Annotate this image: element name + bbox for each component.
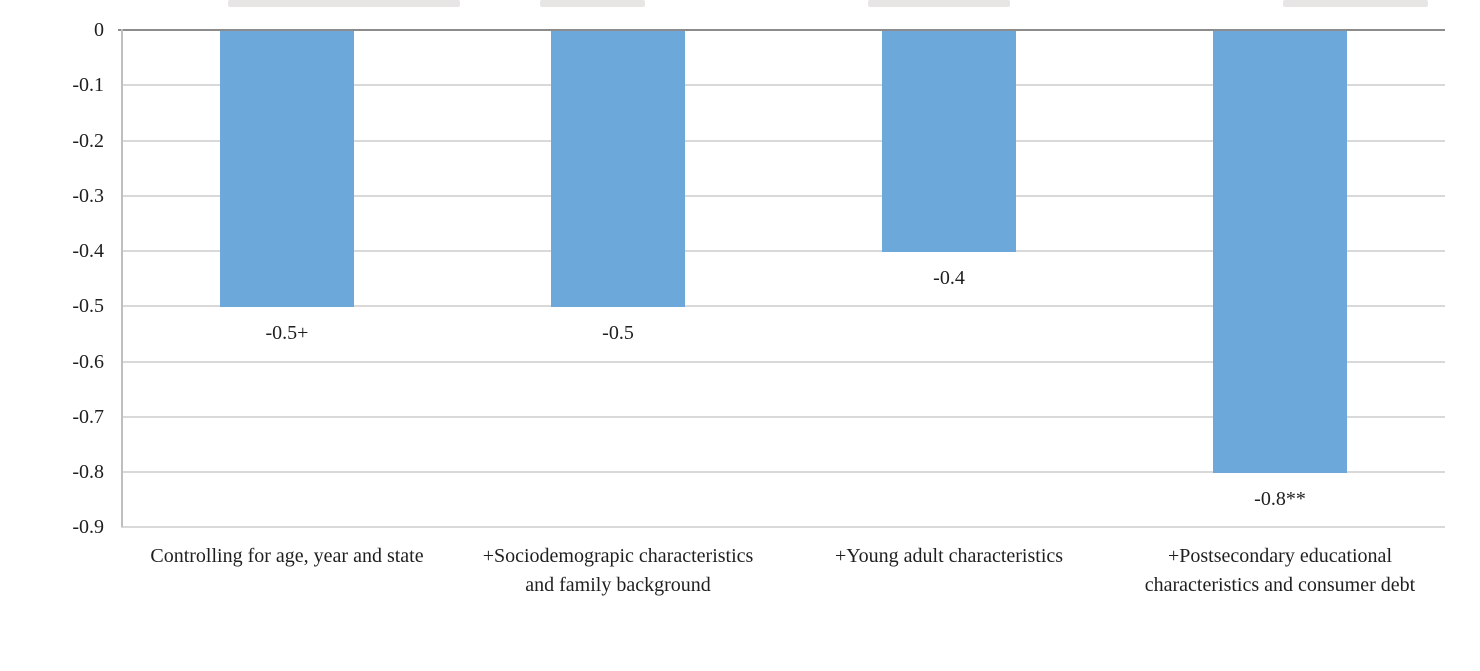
y-tick-label: -0.6 xyxy=(72,350,104,373)
y-tick-label: -0.1 xyxy=(72,74,104,97)
y-tick-label: -0.5 xyxy=(72,295,104,318)
cropped-text-artifact xyxy=(1283,0,1428,7)
gridline xyxy=(121,471,1445,473)
y-tick-label: -0.7 xyxy=(72,405,104,428)
bar-value-label: -0.4 xyxy=(933,267,965,289)
y-tick-label: -0.4 xyxy=(72,240,104,262)
bar xyxy=(220,31,354,307)
bar xyxy=(882,31,1016,252)
cropped-text-artifact xyxy=(228,0,460,7)
gridline xyxy=(121,360,1445,363)
gridline xyxy=(121,250,1445,252)
cropped-text-artifact xyxy=(868,0,1010,7)
y-tick-label: -0.2 xyxy=(72,129,104,152)
bar-value-label: -0.8** xyxy=(1254,488,1306,510)
y-axis-line xyxy=(121,29,123,528)
y-tick-label: -0.3 xyxy=(72,184,104,207)
bar-value-label: -0.5+ xyxy=(265,322,309,344)
category-label: +Sociodemograpic characteristics and fam… xyxy=(482,545,754,596)
cropped-text-artifact xyxy=(540,0,645,7)
category-label: +Young adult characteristics xyxy=(834,545,1064,567)
bar xyxy=(551,31,685,307)
y-tick-label: -0.9 xyxy=(72,516,104,539)
bar-value-label: -0.5 xyxy=(602,322,634,344)
gridline xyxy=(121,194,1445,197)
category-label: Controlling for age, year and state xyxy=(150,545,424,567)
gridline xyxy=(121,415,1445,418)
y-tick-label: 0 xyxy=(94,19,104,41)
gridline xyxy=(121,84,1445,87)
category-label: +Postsecondary educational characteristi… xyxy=(1144,545,1416,596)
gridline xyxy=(121,305,1445,308)
gridline xyxy=(121,139,1445,142)
zero-axis-line xyxy=(118,29,1445,31)
bar xyxy=(1213,31,1347,473)
y-tick-label: -0.8 xyxy=(72,461,104,483)
gridline xyxy=(121,526,1445,529)
